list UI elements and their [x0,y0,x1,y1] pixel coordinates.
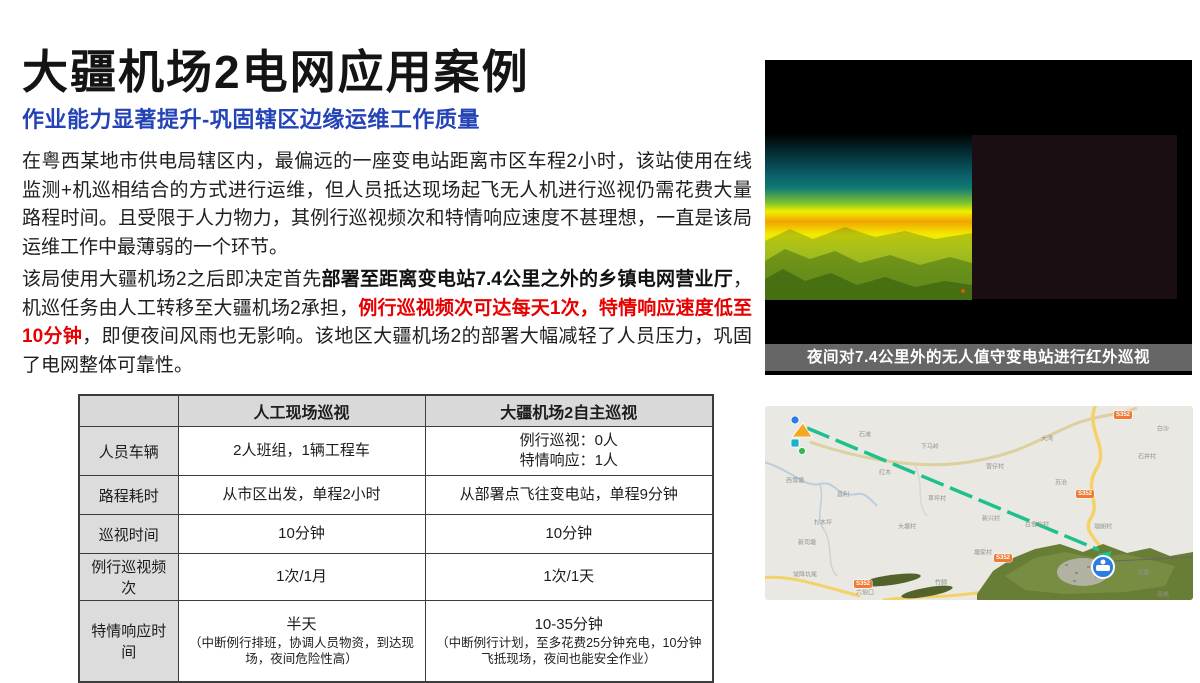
cell-main: 10-35分钟 [534,615,603,633]
map-place-label: 红木 [878,470,892,477]
map-place-label: 西博塘 [785,478,805,485]
cell-main: 10分钟 [545,524,593,542]
table-row: 特情响应时间 半天 （中断例行排班，协调人员物资，到达现场，夜间危险性高） 10-… [78,600,714,683]
video-caption: 夜间对7.4公里外的无人值守变电站进行红外巡视 [765,344,1192,371]
paragraph-2-part2: ，机巡任务由人工转移至大疆机场2承担， [22,269,752,319]
map-place-label: 六琅口 [855,590,875,597]
paragraph-2: 该局使用大疆机场2之后即决定首先部署至距离变电站7.4公里之外的乡镇电网营业厅，… [22,266,752,380]
paragraph-1: 在粤西某地市供电局辖区内，最偏远的一座变电站距离市区车程2小时，该站使用在线监测… [22,148,752,262]
route-map: 石滩下马岭红木昌利 西博塘杉木坪新司塘 草坪村大塘村 新兴村塘家村 白雪坑村 苏治瑞朗村 石… [765,406,1193,600]
table-header-row: 人工现场巡视 大疆机场2自主巡视 [78,394,714,427]
route-end-marker [1091,555,1115,579]
map-forest-strip [861,573,921,587]
map-place-label: 草坪村 [927,496,947,503]
map-place-label: 瑞朗村 [1093,524,1113,531]
dock-cell: 1次/1天 [424,553,714,601]
paragraph-2-red: 例行巡视频次可达每天1次，特情响应速度低至10分钟 [22,297,752,348]
cell-note: （中断例行计划，至多花费25分钟充电，10分钟飞抵现场，夜间也能安全作业） [436,635,702,667]
map-place-label: 杉木坪 [813,520,833,527]
row-label: 例行巡视频次 [78,553,179,601]
table-row: 路程耗时 从市区出发，单程2小时 从部署点飞往变电站，单程9分钟 [78,475,714,515]
manual-cell: 从市区出发，单程2小时 [177,475,426,515]
paragraph-1-text: 在粤西某地市供电局辖区内，最偏远的一座变电站距离市区车程2小时，该站使用在线监测… [22,151,752,258]
map-place-label: 高格 [1156,592,1170,599]
cell-main: 半天 [286,615,317,633]
thermal-mountains [765,227,972,300]
map-place-label: 塘家村 [973,550,993,557]
route-start-marker [790,415,813,455]
map-road-badge: S352 [1113,411,1133,419]
dock-cell: 10-35分钟 （中断例行计划，至多花费25分钟充电，10分钟飞抵现场，夜间也能安… [424,600,714,683]
paragraph-2-bold: 部署至距离变电站7.4公里之外的乡镇电网营业厅 [321,269,733,290]
cell-main: 10分钟 [278,524,325,542]
manual-cell: 2人班组，1辆工程车 [177,426,426,476]
table-header-dock: 大疆机场2自主巡视 [424,394,714,427]
manual-cell: 1次/1月 [177,553,426,601]
cell-main: 从部署点飞往变电站，单程9分钟 [459,485,678,503]
map-place-label: 大湾 [1040,436,1054,443]
table-row: 人员车辆 2人班组，1辆工程车 例行巡视：0人 特情响应：1人 [78,426,714,476]
table-row: 例行巡视频次 1次/1月 1次/1天 [78,553,714,601]
cell-main: 1次/1天 [543,567,595,585]
infrared-video-frame: 夜间对7.4公里外的无人值守变电站进行红外巡视 [765,60,1192,375]
map-road-badge: S352 [1075,490,1095,498]
map-place-label: 新司塘 [797,540,817,547]
cell-note: （中断例行排班，协调人员物资，到达现场，夜间危险性高） [188,635,414,667]
comparison-table: 人工现场巡视 大疆机场2自主巡视 人员车辆 2人班组，1辆工程车 例行巡视：0人… [78,394,714,683]
map-place-label: 昌利 [836,492,850,499]
map-place-label: 下马岭 [920,444,940,451]
row-label: 特情响应时间 [78,600,179,683]
dock-cell: 例行巡视：0人 特情响应：1人 [424,426,714,476]
paragraph-2-part1: 该局使用大疆机场2之后即决定首先 [22,269,322,290]
map-place-label: 白沙 [1156,426,1170,433]
map-place-label: 石滩 [858,432,872,439]
table-header-manual: 人工现场巡视 [177,394,426,427]
night-visible-image [972,135,1177,299]
page-title: 大疆机场2电网应用案例 [22,46,530,98]
row-label: 巡视时间 [78,514,179,554]
dock-cell: 从部署点飞往变电站，单程9分钟 [424,475,714,515]
map-place-label: 竹脚 [934,580,948,587]
map-place-label: 常降坑尾 [792,572,818,579]
map-place-label: 新兴村 [981,516,1001,523]
cell-main: 2人班组，1辆工程车 [233,441,370,459]
cell-main: 1次/1月 [276,567,327,585]
map-place-label: 营仔村 [985,464,1005,471]
map-road-yellow [1086,406,1103,549]
table-header-empty [78,394,179,427]
dock-cell: 10分钟 [424,514,714,554]
table-row: 巡视时间 10分钟 10分钟 [78,514,714,554]
map-road-badge: S352 [853,580,873,588]
map-place-label: 大塘村 [897,524,917,531]
map-road-dark [1114,556,1193,562]
map-road-badge: S352 [993,554,1013,562]
manual-cell: 10分钟 [177,514,426,554]
map-place-label: 苏治 [1054,480,1068,487]
map-place-label: 石井村 [1137,454,1157,461]
cell-main: 从市区出发，单程2小时 [222,485,381,503]
paragraph-2-part3: ，即便夜间风雨也无影响。该地区大疆机场2的部署大幅减轻了人员压力，巩固了电网整体… [22,326,752,376]
page-subtitle: 作业能力显著提升-巩固辖区边缘运维工作质量 [22,107,480,132]
row-label: 路程耗时 [78,475,179,515]
map-place-label: 白雪坑村 [1024,522,1050,529]
map-graphics [765,406,1193,600]
map-river [765,461,878,507]
cell-main: 例行巡视：0人 特情响应：1人 [519,431,618,469]
map-place-label: 双捷 [1136,570,1150,577]
thermal-image [765,133,972,300]
flight-route-line [806,426,1100,552]
manual-cell: 半天 （中断例行排班，协调人员物资，到达现场，夜间危险性高） [177,600,426,683]
row-label: 人员车辆 [78,426,179,476]
